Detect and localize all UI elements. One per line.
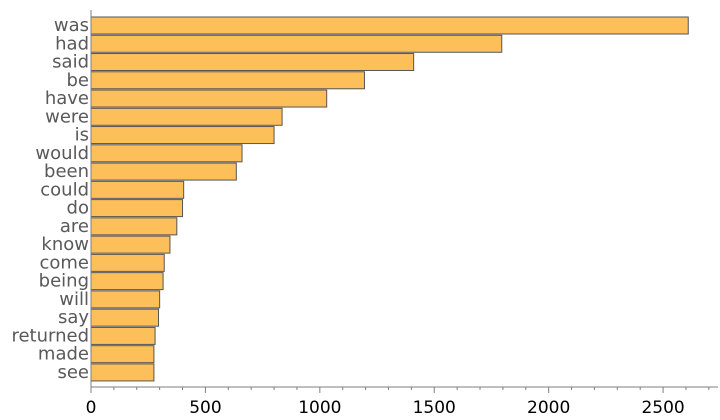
bar-had (90, 34, 503, 53)
category-label-will: will (59, 289, 89, 310)
category-label-know: know (41, 234, 89, 255)
x-tick-label: 2500 (641, 398, 684, 418)
category-label-say: say (58, 307, 89, 328)
category-labels: washadsaidbehavewereiswouldbeencoulddoar… (11, 15, 89, 383)
category-label-was: was (54, 15, 89, 36)
category-label-be: be (67, 70, 90, 91)
x-axis: 0 500 1000 1500 2000 2500 (86, 10, 718, 418)
bar-say (90, 308, 160, 327)
bar-could (90, 180, 185, 199)
category-label-do: do (67, 198, 89, 219)
category-label-had: had (55, 33, 89, 54)
x-tick-label: 500 (189, 398, 221, 418)
category-label-could: could (40, 179, 89, 200)
x-tick-label: 1500 (413, 398, 456, 418)
bar-will (90, 290, 161, 309)
bars-layer (90, 16, 689, 382)
category-label-being: being (39, 271, 89, 292)
bar-would (90, 144, 243, 163)
category-label-were: were (45, 106, 89, 127)
category-label-are: are (60, 216, 89, 237)
category-label-come: come (39, 252, 89, 273)
bar-are (90, 217, 178, 236)
bar-know (90, 235, 171, 254)
bar-being (90, 272, 164, 291)
category-label-would: would (35, 143, 89, 164)
bar-was (90, 16, 689, 35)
category-label-said: said (52, 52, 89, 73)
bar-be (90, 71, 365, 90)
bar-see (90, 363, 155, 382)
x-tick-label: 2000 (527, 398, 570, 418)
bar-were (90, 107, 283, 126)
bar-made (90, 345, 155, 364)
bar-come (90, 253, 165, 272)
bar-said (90, 53, 415, 72)
category-label-have: have (45, 88, 89, 109)
bar-do (90, 199, 184, 218)
category-label-made: made (38, 344, 89, 365)
bar-returned (90, 326, 156, 345)
bar-been (90, 162, 237, 181)
category-label-been: been (44, 161, 89, 182)
category-label-see: see (57, 362, 89, 383)
x-tick-label: 0 (86, 398, 97, 418)
category-label-is: is (75, 125, 89, 146)
bar-is (90, 126, 275, 145)
category-label-returned: returned (11, 325, 89, 346)
bar-have (90, 89, 328, 108)
x-tick-label: 1000 (298, 398, 341, 418)
